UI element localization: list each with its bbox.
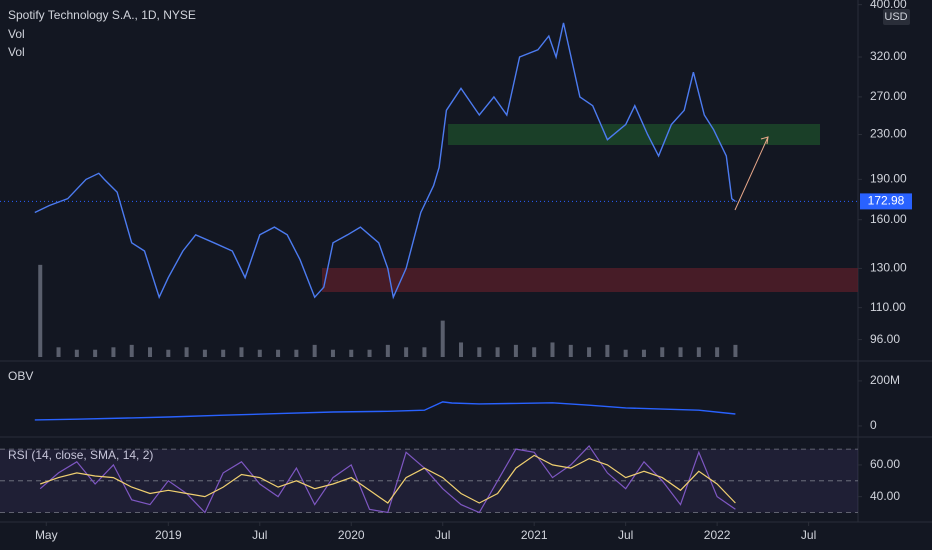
volume-bar bbox=[404, 347, 409, 357]
volume-bar bbox=[459, 342, 464, 357]
volume-bar bbox=[38, 264, 43, 357]
demand-zone bbox=[322, 268, 858, 292]
volume-bar bbox=[678, 347, 683, 357]
volume-bar bbox=[367, 349, 372, 357]
volume-bar bbox=[733, 344, 738, 357]
y-tick-label: 320.00 bbox=[870, 49, 907, 63]
volume-bar bbox=[93, 349, 98, 357]
volume-bar bbox=[568, 344, 573, 357]
y-tick-label: 0 bbox=[870, 418, 877, 432]
volume-label: Vol bbox=[8, 45, 25, 59]
currency: USD bbox=[884, 11, 907, 23]
volume-bar bbox=[184, 347, 189, 357]
volume-bar bbox=[715, 347, 720, 357]
volume-bar bbox=[276, 349, 281, 357]
volume-bar bbox=[605, 344, 610, 357]
volume-bar bbox=[495, 347, 500, 357]
line bbox=[34, 22, 736, 300]
arrow-head bbox=[760, 136, 769, 145]
volume-bar bbox=[330, 349, 335, 357]
x-tick-label: 2019 bbox=[155, 528, 182, 542]
volume-bar bbox=[148, 347, 153, 357]
x-tick-label: 2022 bbox=[704, 528, 731, 542]
line bbox=[34, 401, 736, 421]
x-tick-label: 2020 bbox=[338, 528, 365, 542]
y-tick-label: 110.00 bbox=[870, 300, 906, 314]
y-tick-label: 60.00 bbox=[870, 457, 900, 471]
volume-bar bbox=[111, 347, 116, 357]
y-tick-label: 400.00 bbox=[870, 0, 907, 11]
currency-box bbox=[883, 9, 910, 25]
x-tick-label: Jul bbox=[618, 528, 633, 542]
projection-arrow bbox=[734, 136, 769, 211]
volume-bar bbox=[257, 349, 262, 357]
y-tick-label: 130.00 bbox=[870, 261, 907, 275]
obv-title: OBV bbox=[8, 369, 33, 383]
x-tick-label: 2021 bbox=[521, 528, 548, 542]
line bbox=[40, 454, 736, 504]
y-tick-label: 96.00 bbox=[870, 332, 900, 346]
y-tick-label: 190.00 bbox=[870, 172, 907, 186]
volume-bar bbox=[623, 349, 628, 357]
line bbox=[39, 444, 736, 514]
last-price-box bbox=[860, 193, 912, 210]
last-price-label: 172.98 bbox=[868, 194, 905, 208]
x-tick-label: Jul bbox=[801, 528, 816, 542]
volume-bar bbox=[166, 349, 171, 357]
volume-bar bbox=[550, 342, 555, 357]
volume-bar bbox=[440, 320, 445, 357]
y-tick-label: 230.00 bbox=[870, 127, 907, 141]
volume-label: Vol bbox=[8, 27, 25, 41]
volume-bar bbox=[587, 347, 592, 357]
volume-bar bbox=[477, 347, 482, 357]
volume-bar bbox=[221, 349, 226, 357]
x-tick-label: Jul bbox=[252, 528, 267, 542]
y-tick-label: 160.00 bbox=[870, 212, 907, 226]
volume-bar bbox=[513, 344, 518, 357]
volume-bar bbox=[239, 347, 244, 357]
volume-bar bbox=[422, 347, 427, 357]
volume-bar bbox=[56, 347, 61, 357]
support-zone bbox=[448, 124, 820, 145]
volume-bar bbox=[660, 347, 665, 357]
volume-bar bbox=[641, 349, 646, 357]
volume-bar bbox=[532, 347, 537, 357]
volume-bar bbox=[294, 349, 299, 357]
x-tick-label: May bbox=[35, 528, 58, 542]
rsi-title: RSI (14, close, SMA, 14, 2) bbox=[8, 448, 153, 462]
y-tick-label: 270.00 bbox=[870, 89, 907, 103]
y-tick-label: 40.00 bbox=[870, 489, 900, 503]
volume-bar bbox=[74, 349, 79, 357]
volume-bar bbox=[349, 349, 354, 357]
x-tick-label: Jul bbox=[435, 528, 450, 542]
chart-title: Spotify Technology S.A., 1D, NYSE bbox=[8, 8, 196, 22]
volume-bar bbox=[385, 344, 390, 357]
volume-bar bbox=[312, 344, 317, 357]
volume-bar bbox=[129, 344, 134, 357]
volume-bar bbox=[696, 347, 701, 357]
volume-bar bbox=[202, 349, 207, 357]
y-tick-label: 200M bbox=[870, 373, 900, 387]
